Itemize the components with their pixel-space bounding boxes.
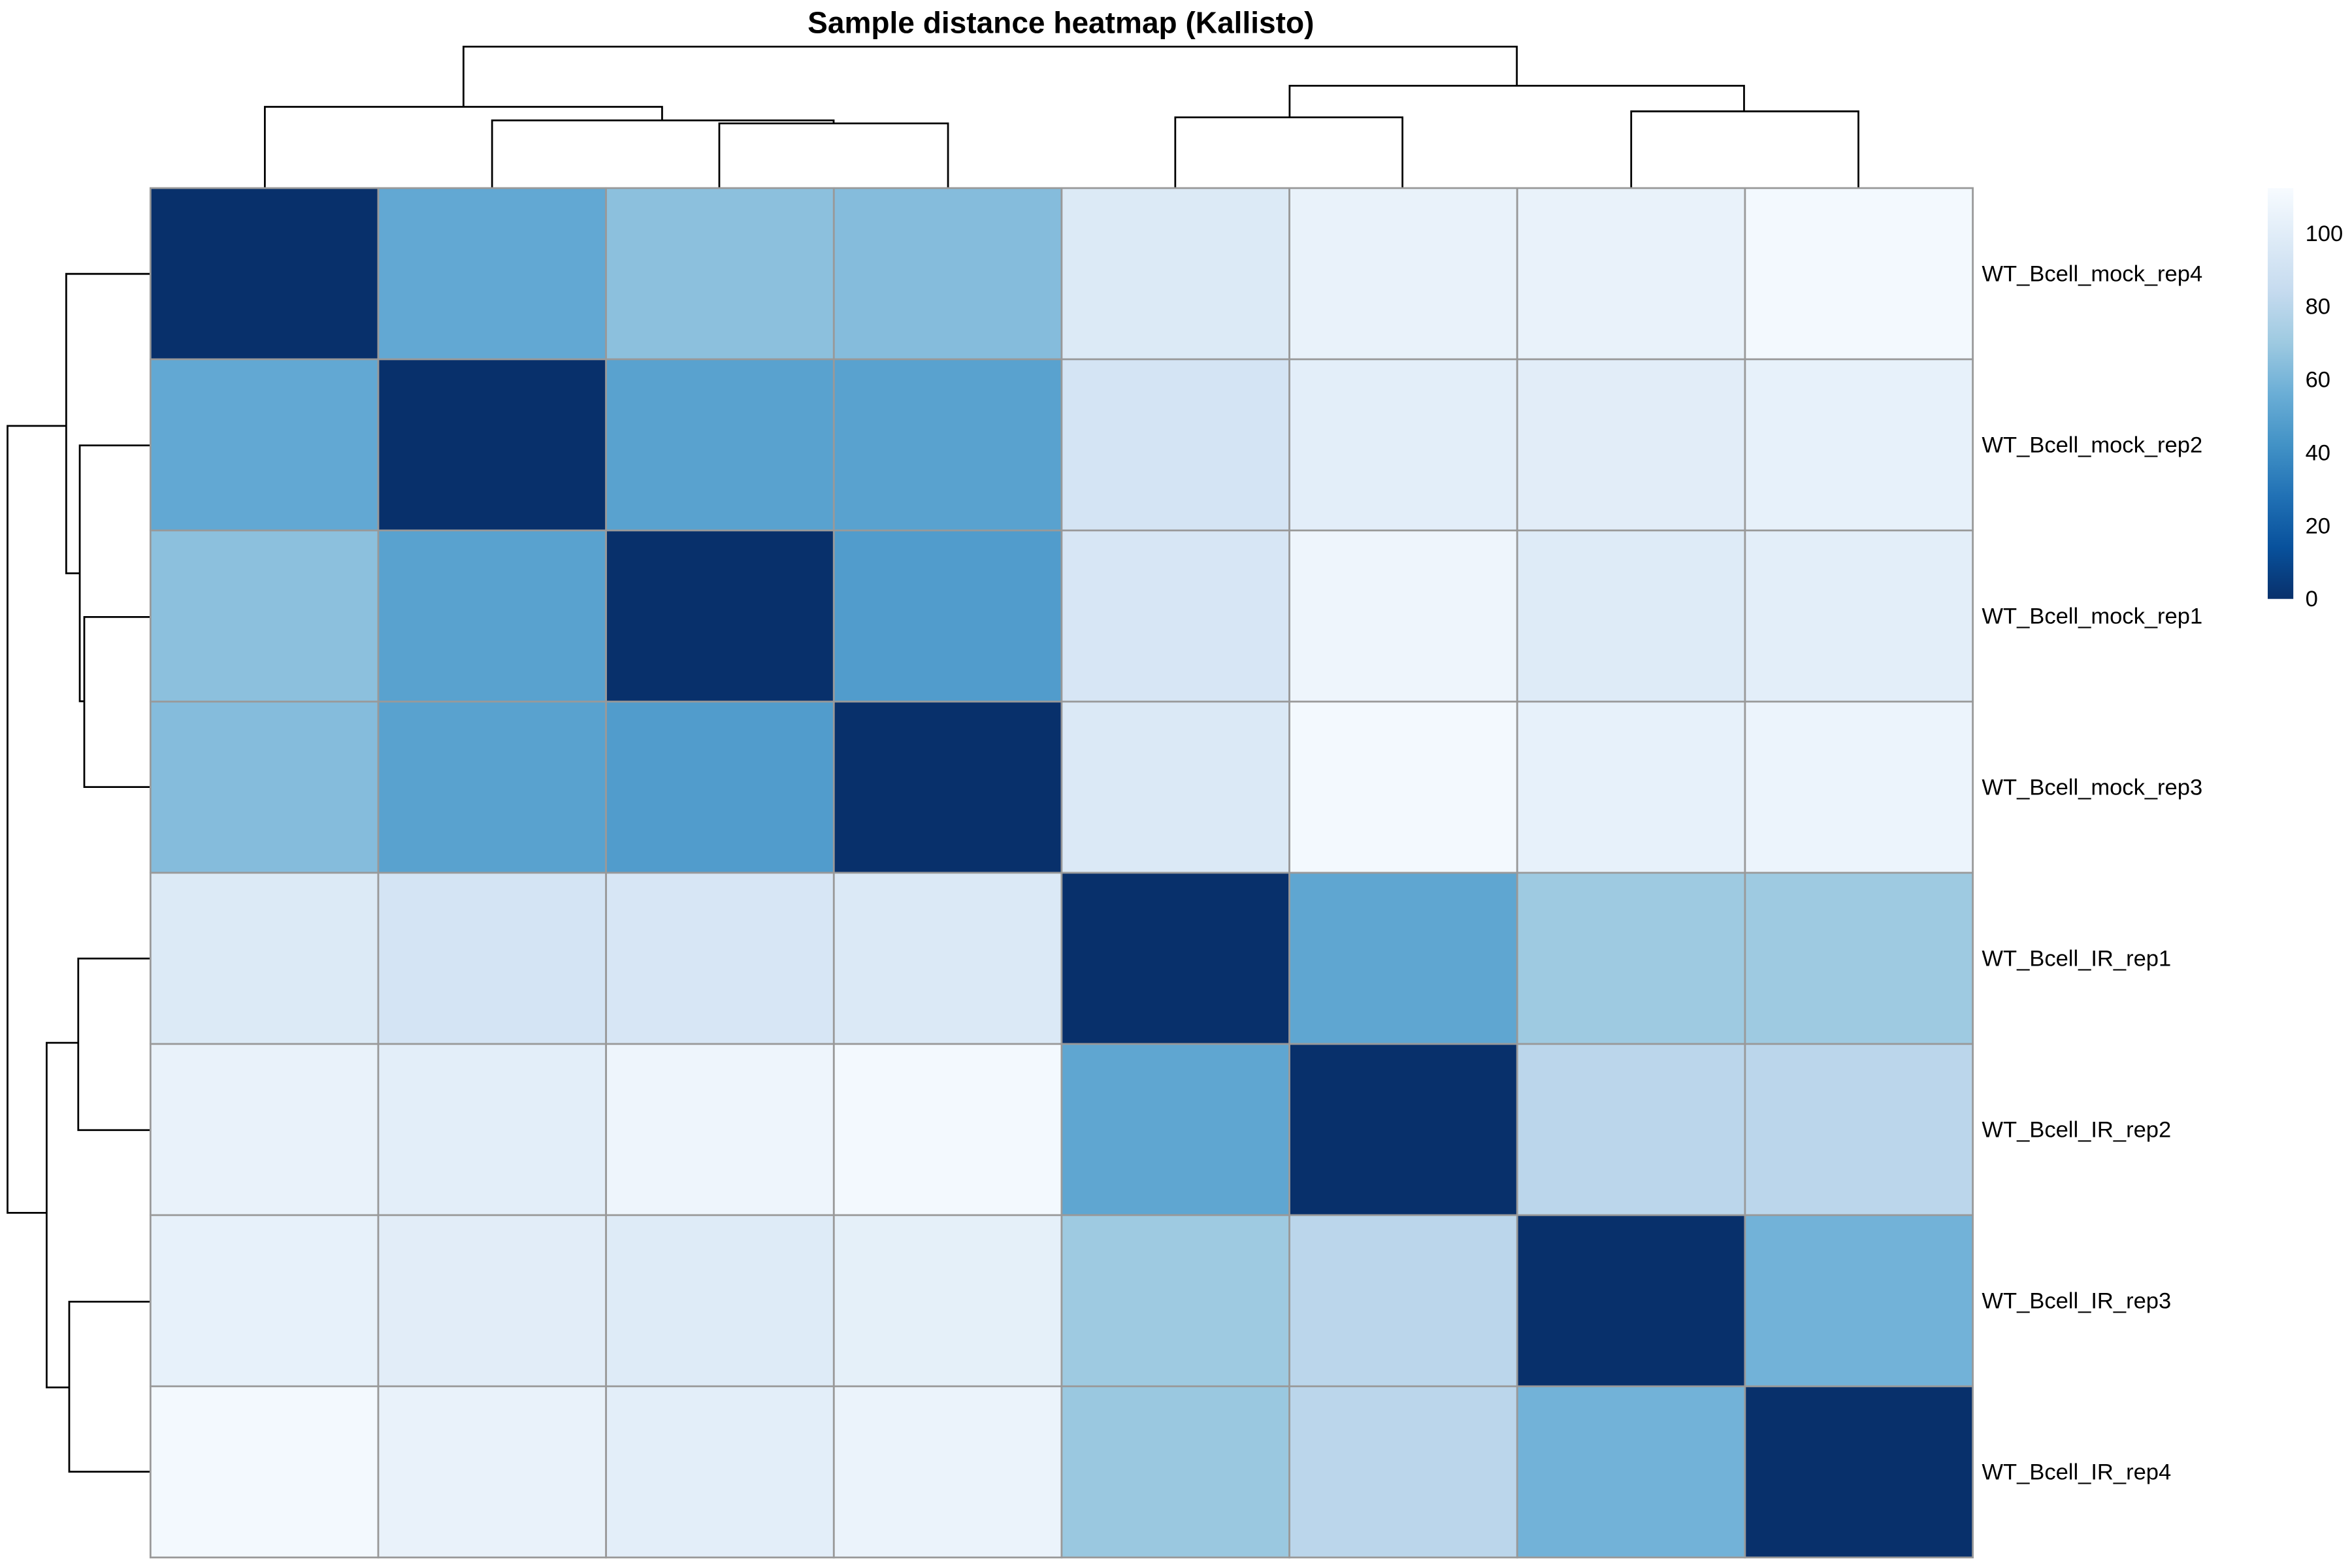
- heatmap-cell: [1060, 1214, 1290, 1388]
- legend-tick-label: 20: [2306, 514, 2330, 538]
- heatmap-cell: [1288, 358, 1518, 532]
- heatmap-cell: [1516, 187, 1746, 361]
- heatmap-cell: [1744, 872, 1974, 1045]
- row-label: WT_Bcell_mock_rep3: [1982, 775, 2202, 800]
- heatmap-cell: [149, 1043, 380, 1217]
- heatmap-cell: [377, 1043, 608, 1217]
- heatmap-cell: [605, 187, 835, 361]
- heatmap-cell: [1288, 529, 1518, 703]
- heatmap-cell: [1744, 358, 1974, 532]
- heatmap-cell: [1288, 1214, 1518, 1388]
- heatmap-cell: [149, 1214, 380, 1388]
- heatmap-cell: [1516, 358, 1746, 532]
- heatmap-cell: [1060, 358, 1290, 532]
- heatmap-cell: [1744, 1214, 1974, 1388]
- heatmap-cell: [149, 700, 380, 874]
- heatmap-cell: [1516, 1385, 1746, 1559]
- row-label: WT_Bcell_IR_rep3: [1982, 1288, 2171, 1313]
- heatmap-cell: [832, 187, 1063, 361]
- heatmap-cell: [605, 358, 835, 532]
- column-dendrogram: [263, 46, 1859, 188]
- heatmap-cell: [1744, 1043, 1974, 1217]
- row-label: WT_Bcell_IR_rep4: [1982, 1460, 2171, 1484]
- chart-title: Sample distance heatmap (Kallisto): [808, 6, 1314, 40]
- heatmap-cell: [1060, 872, 1290, 1045]
- legend-tick-label: 60: [2306, 368, 2330, 393]
- heatmap-cell: [1516, 700, 1746, 874]
- heatmap-cell: [1060, 187, 1290, 361]
- heatmap-cell: [605, 529, 835, 703]
- heatmap-cell: [149, 358, 380, 532]
- row-label: WT_Bcell_mock_rep2: [1982, 433, 2202, 457]
- row-label: WT_Bcell_mock_rep4: [1982, 261, 2202, 286]
- heatmap-cells: [149, 187, 1974, 1559]
- heatmap-cell: [1516, 529, 1746, 703]
- heatmap-cell: [1516, 1043, 1746, 1217]
- row-label: WT_Bcell_IR_rep2: [1982, 1117, 2171, 1142]
- heatmap-cell: [377, 700, 608, 874]
- heatmap-cell: [1516, 872, 1746, 1045]
- legend-colorbar: [2268, 188, 2294, 599]
- legend-tick-label: 0: [2306, 587, 2318, 612]
- heatmap-cell: [1744, 1385, 1974, 1559]
- heatmap-cell: [605, 700, 835, 874]
- heatmap-cell: [1744, 700, 1974, 874]
- heatmap-cell: [149, 187, 380, 361]
- heatmap-cell: [1288, 700, 1518, 874]
- heatmap-cell: [1516, 1214, 1746, 1388]
- heatmap-cell: [1060, 700, 1290, 874]
- heatmap-cell: [832, 1214, 1063, 1388]
- heatmap-cell: [377, 358, 608, 532]
- heatmap-cell: [832, 529, 1063, 703]
- heatmap-cell: [605, 1214, 835, 1388]
- heatmap-cell: [377, 1214, 608, 1388]
- heatmap-cell: [149, 529, 380, 703]
- heatmap-cell: [377, 529, 608, 703]
- heatmap-cell: [832, 872, 1063, 1045]
- heatmap-cell: [832, 358, 1063, 532]
- heatmap-cell: [605, 872, 835, 1045]
- heatmap-cell: [1744, 529, 1974, 703]
- heatmap-cell: [1060, 529, 1290, 703]
- heatmap-cell: [832, 1043, 1063, 1217]
- heatmap-cell: [377, 187, 608, 361]
- heatmap-cell: [832, 1385, 1063, 1559]
- legend-tick-label: 80: [2306, 295, 2330, 319]
- heatmap-cell: [605, 1043, 835, 1217]
- row-label: WT_Bcell_mock_rep1: [1982, 604, 2202, 629]
- heatmap-cell: [605, 1385, 835, 1559]
- row-labels: WT_Bcell_mock_rep4 WT_Bcell_mock_rep2 WT_B…: [1982, 261, 2202, 1484]
- heatmap-cell: [149, 1385, 380, 1559]
- color-legend: 0 20 40 60 80 100: [2268, 188, 2343, 612]
- heatmap-cell: [1288, 1043, 1518, 1217]
- row-label: WT_Bcell_IR_rep1: [1982, 946, 2171, 971]
- heatmap-cell: [1060, 1043, 1290, 1217]
- heatmap-cell: [149, 872, 380, 1045]
- legend-tick-label: 100: [2306, 221, 2344, 246]
- heatmap-cell: [1288, 1385, 1518, 1559]
- heatmap-cell: [832, 700, 1063, 874]
- heatmap-cell: [377, 1385, 608, 1559]
- heatmap-cell: [1744, 187, 1974, 361]
- heatmap-cell: [1288, 872, 1518, 1045]
- heatmap-cell: [377, 872, 608, 1045]
- heatmap-cell: [1060, 1385, 1290, 1559]
- heatmap-cell: [1288, 187, 1518, 361]
- legend-tick-label: 40: [2306, 440, 2330, 465]
- row-dendrogram: [7, 272, 151, 1473]
